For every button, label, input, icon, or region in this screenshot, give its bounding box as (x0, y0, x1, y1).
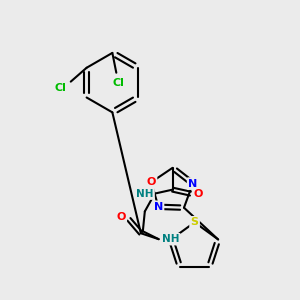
Text: Cl: Cl (55, 82, 67, 93)
Text: NH: NH (136, 189, 154, 199)
Text: O: O (147, 177, 156, 187)
Text: N: N (188, 178, 197, 189)
Text: N: N (154, 202, 163, 212)
Text: NH: NH (162, 234, 179, 244)
Text: O: O (116, 212, 126, 222)
Text: O: O (194, 189, 203, 199)
Text: Cl: Cl (112, 78, 124, 88)
Text: S: S (190, 217, 199, 227)
